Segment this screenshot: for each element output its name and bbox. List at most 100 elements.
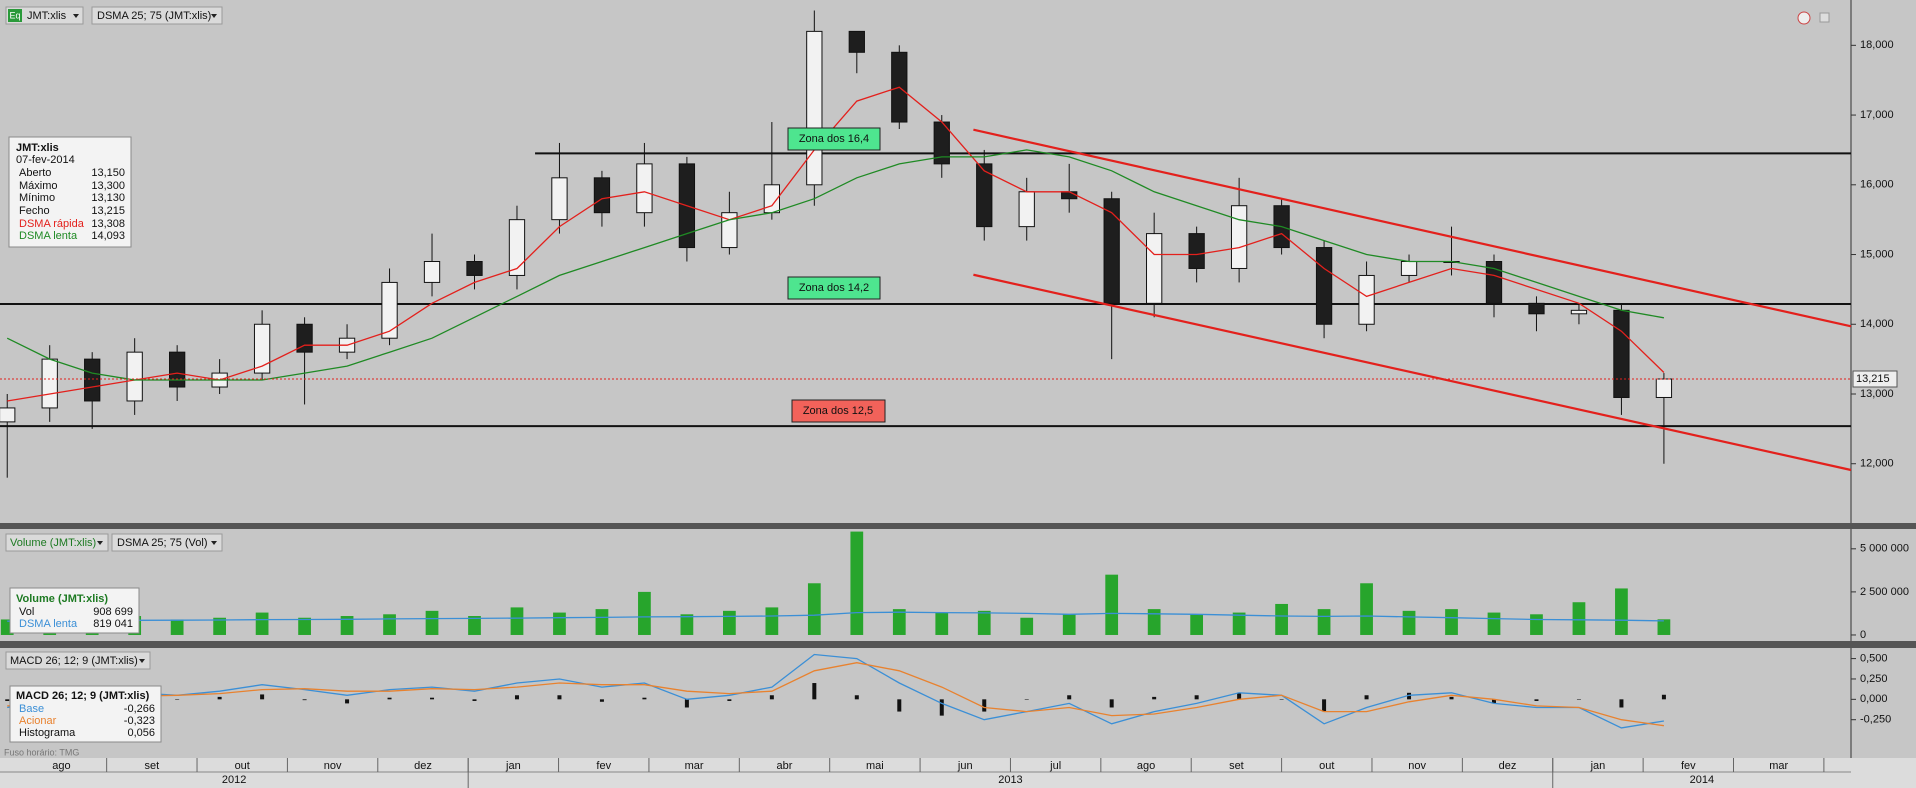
dropdown-arrow — [211, 14, 217, 18]
y-tick-label: 14,000 — [1860, 318, 1894, 330]
y-tick-label: 15,000 — [1860, 248, 1894, 260]
indicator-line — [7, 653, 1665, 729]
histogram-bar — [472, 699, 477, 701]
x-tick-label: out — [235, 760, 250, 772]
window-button[interactable] — [1819, 12, 1830, 23]
volume-bar — [425, 610, 439, 635]
volume-bar — [1572, 602, 1586, 635]
x-tick-label: ago — [1137, 760, 1155, 772]
volume-button[interactable] — [5, 533, 109, 552]
candle-body — [1400, 261, 1418, 276]
dropdown-arrow — [211, 541, 217, 545]
volume-bar — [1360, 583, 1373, 635]
volume-bar — [468, 616, 481, 635]
legend-name: Vol — [19, 606, 34, 618]
histogram-bar — [1407, 692, 1412, 700]
volume-bar — [1062, 614, 1076, 635]
volume-bar — [723, 610, 736, 635]
x-tick-label: jun — [957, 760, 973, 772]
legend-name: DSMA lenta — [19, 618, 78, 630]
indicator-text: DSMA 25; 75 (JMT:xlis) — [97, 10, 211, 22]
indicator-line — [7, 86, 1665, 402]
histogram-bar — [684, 699, 689, 708]
time-axis — [0, 758, 1916, 788]
y-tick-label: 17,000 — [1860, 109, 1894, 121]
candle-body — [1528, 302, 1545, 315]
histogram-bar — [302, 699, 307, 701]
histogram-bar — [260, 694, 265, 700]
x-tick-label: mai — [866, 760, 884, 772]
symbol-text: JMT:xlis — [27, 10, 67, 22]
volume-bar — [1657, 619, 1671, 635]
x-tick-label: set — [144, 760, 159, 772]
zone-box — [787, 127, 881, 151]
zone-box — [791, 399, 886, 423]
panel-separator — [0, 523, 1916, 529]
volume-bar — [1445, 609, 1458, 635]
legend-value: 14,093 — [91, 230, 125, 242]
dropdown-arrow — [97, 541, 103, 545]
plot-layer: 12,000 13,000 14,000 15,000 16,000 17,000 18,0… — [0, 0, 1909, 758]
volume-bar — [213, 617, 226, 635]
histogram-bar — [1194, 695, 1199, 700]
symbol-icon-text: Eq — [9, 10, 20, 20]
histogram-bar — [514, 695, 519, 700]
symbol-button[interactable] — [5, 6, 84, 25]
histogram-bar — [1322, 699, 1327, 712]
y-tick-label: -0,250 — [1860, 714, 1891, 726]
legend-name: DSMA rápida — [19, 218, 85, 230]
histogram-bar — [769, 695, 774, 700]
macd-button[interactable] — [5, 651, 151, 670]
histogram-bar — [1152, 696, 1157, 700]
volume-bar — [638, 591, 651, 635]
macd-button-text: MACD 26; 12; 9 (JMT:xlis) — [10, 655, 138, 667]
volume-ma-button[interactable] — [111, 533, 223, 552]
candle-body — [126, 351, 143, 402]
clock-icon[interactable] — [1797, 11, 1811, 25]
candle-body — [1570, 309, 1588, 315]
x-tick-label: fev — [596, 760, 611, 772]
y-tick-label: 18,000 — [1860, 39, 1894, 51]
x-tick-label: mar — [1769, 760, 1788, 772]
info-box — [8, 136, 132, 248]
volume-info-title: Volume (JMT:xlis) — [16, 593, 108, 605]
x-tick-label: jan — [1590, 760, 1606, 772]
volume-bar — [340, 616, 354, 635]
volume-bar — [1530, 614, 1543, 635]
candle-body — [0, 407, 16, 423]
legend-value: 13,308 — [91, 218, 125, 230]
volume-bar — [1487, 612, 1501, 635]
volume-bar — [1275, 603, 1288, 635]
volume-bar — [510, 607, 524, 635]
candle-body — [551, 177, 568, 221]
candle-body — [1103, 198, 1120, 304]
volume-bar — [1232, 612, 1246, 635]
histogram-bar — [1661, 694, 1666, 700]
candle-body — [636, 163, 653, 214]
indicator-line — [6, 149, 1665, 381]
histogram-bar — [1449, 696, 1454, 700]
histogram-bar — [642, 697, 647, 700]
volume-bar — [1615, 588, 1628, 635]
x-tick-label: out — [1319, 760, 1334, 772]
candle-body — [1018, 191, 1035, 228]
volume-bar — [977, 610, 991, 635]
volume-button-text: Volume (JMT:xlis) — [10, 537, 96, 549]
histogram-bar — [1534, 699, 1539, 701]
y-tick-label: 5 000 000 — [1860, 543, 1909, 555]
volume-bar — [255, 612, 269, 635]
candle-body — [381, 281, 398, 339]
zone-label: Zona dos 12,5 — [803, 405, 873, 417]
histogram-bar — [557, 695, 562, 700]
info-value: 13,150 — [91, 167, 125, 179]
x-tick-label: abr — [777, 760, 793, 772]
last-price-box — [1852, 370, 1898, 388]
histogram-bar — [1279, 699, 1284, 700]
indicator-button[interactable] — [91, 6, 223, 25]
histogram-bar — [599, 699, 604, 702]
info-name: Aberto — [19, 167, 51, 179]
info-value: 13,300 — [91, 180, 125, 192]
info-value: 13,130 — [91, 192, 125, 204]
y-tick-label: 2 500 000 — [1860, 586, 1909, 598]
